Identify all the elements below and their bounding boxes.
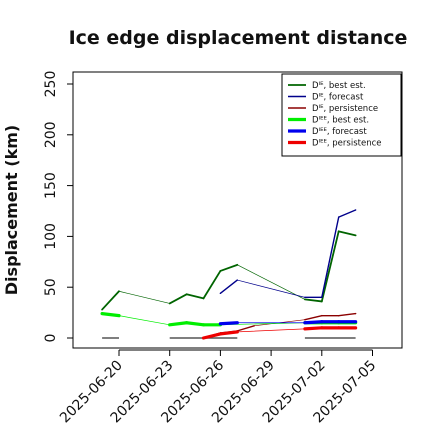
data-point [202, 337, 205, 339]
data-point [253, 325, 255, 327]
series-segment [118, 290, 171, 304]
data-point [321, 315, 323, 317]
series-segment [219, 263, 239, 272]
series-segment [303, 298, 323, 303]
y-axis-label: Displacement (km) [2, 125, 21, 295]
data-point [219, 292, 221, 294]
data-point [304, 296, 306, 298]
series-segment [236, 328, 306, 333]
data-point [219, 270, 221, 272]
data-point [236, 264, 238, 266]
series [201, 326, 358, 340]
series-segment [168, 321, 189, 327]
data-point [236, 331, 238, 333]
data-point [202, 297, 205, 299]
data-point [219, 323, 221, 325]
legend-label: Dᴵᴱ, forecast [312, 93, 364, 103]
series-segment [168, 293, 188, 305]
data-point [236, 322, 238, 324]
series-segment [236, 279, 306, 298]
series-segment [338, 209, 357, 218]
data-point [321, 300, 323, 303]
data-point [202, 324, 205, 326]
data-point [304, 319, 306, 321]
legend-label: Dᴵᴱᴱ, best est. [312, 116, 369, 126]
series-segment [236, 264, 306, 300]
y-tick-label: 150 [43, 172, 59, 199]
data-point [186, 322, 188, 324]
y-tick-label: 100 [43, 223, 59, 250]
data-point [338, 230, 340, 232]
data-point [338, 315, 340, 317]
data-point [338, 327, 340, 329]
legend-label: Dᴵᴱ, persistence [312, 104, 378, 114]
series-segment [236, 325, 255, 332]
y-tick-label: 200 [43, 121, 59, 148]
data-point [355, 313, 357, 315]
series-lines [100, 209, 358, 340]
y-tick-label: 0 [43, 334, 59, 343]
legend-label: Dᴵᴱ, best est. [312, 81, 366, 91]
y-tick-label: 250 [43, 71, 59, 98]
series-segment [118, 315, 171, 326]
series [218, 320, 358, 326]
series-segment [185, 293, 205, 300]
series-segment [218, 330, 239, 336]
series-segment [303, 326, 324, 331]
series [219, 209, 357, 299]
series [101, 230, 357, 311]
data-point [321, 321, 323, 323]
data-point [101, 313, 103, 315]
data-point [355, 327, 357, 329]
data-point [186, 293, 188, 295]
series-segment [304, 314, 323, 321]
data-point [236, 279, 238, 281]
data-point [355, 234, 357, 236]
chart-title: Ice edge displacement distance [69, 27, 408, 49]
series-segment [201, 332, 222, 340]
series-segment [101, 290, 120, 311]
y-tick-label: 50 [43, 278, 59, 296]
data-point [118, 290, 120, 292]
series-segment [202, 270, 222, 300]
data-point [169, 324, 171, 326]
series-segment [320, 230, 340, 303]
data-point [219, 333, 221, 335]
data-point [101, 308, 103, 311]
data-point [321, 296, 323, 298]
y-axis: 0 50 100 150 200 250 [43, 71, 73, 343]
series-segment [100, 312, 121, 318]
data-point [338, 321, 340, 323]
legend-label: Dᴵᴱᴱ, persistence [312, 139, 381, 149]
series-segment [218, 321, 239, 326]
data-point [169, 302, 171, 305]
data-point [304, 328, 306, 330]
data-point [338, 216, 340, 218]
data-point [304, 322, 306, 324]
series-segment [338, 312, 357, 317]
data-point [355, 321, 357, 323]
series-segment [303, 320, 324, 325]
series-segment [185, 321, 206, 327]
legend-label: Dᴵᴱᴱ, forecast [312, 127, 367, 137]
series-segment [337, 230, 357, 237]
data-point [321, 327, 323, 329]
data-point [118, 315, 120, 317]
data-point [355, 209, 357, 211]
series-segment [321, 216, 340, 299]
series-segment [219, 279, 239, 294]
x-axis: 2025-06-202025-06-232025-06-262025-06-29… [57, 349, 379, 426]
plot-area [72, 71, 403, 349]
data-point [304, 298, 306, 300]
